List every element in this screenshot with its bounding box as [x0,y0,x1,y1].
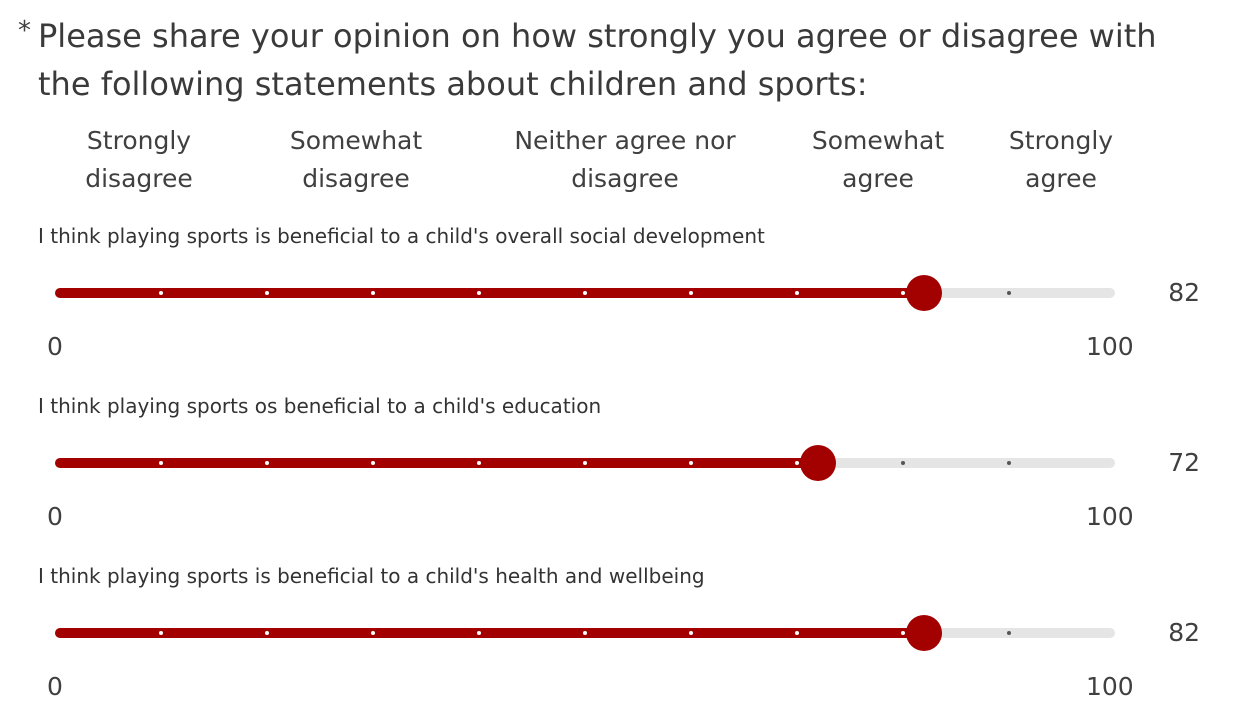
slider-tick [159,461,163,465]
statement-text: I think playing sports os beneficial to … [38,394,602,418]
slider-value: 82 [1168,618,1200,647]
required-marker: * [18,16,31,46]
slider-tick [159,291,163,295]
scale-label-strongly-agree: Strongly agree [1008,126,1114,193]
slider-track[interactable] [55,615,1115,651]
slider-value: 72 [1168,448,1200,477]
slider-tick [1007,291,1011,295]
slider-tick [901,291,905,295]
slider-max-label: 100 [1086,502,1134,531]
scale-label-strongly-disagree: Strongly disagree [85,126,193,193]
slider-tick [477,461,481,465]
statement-education: I think playing sports os beneficial to … [0,392,1248,542]
slider-fill [55,628,925,638]
slider-tick [583,631,587,635]
slider-tick [689,631,693,635]
slider-max-label: 100 [1086,672,1134,701]
slider-handle[interactable] [800,445,837,481]
slider-tick [1007,461,1011,465]
slider-value: 82 [1168,278,1200,307]
slider-tick [1007,631,1011,635]
slider-tick [689,461,693,465]
slider-min-label: 0 [47,332,63,361]
slider-tick [901,461,905,465]
slider-tick [795,461,799,465]
slider-min-label: 0 [47,672,63,701]
scale-label-somewhat-agree: Somewhat agree [811,126,945,193]
slider-handle[interactable] [906,275,943,311]
slider-tick [265,291,269,295]
slider-tick [583,291,587,295]
slider-fill [55,458,819,468]
slider-tick [477,291,481,295]
slider-track[interactable] [55,445,1115,481]
slider-tick [477,631,481,635]
slider-tick [265,631,269,635]
slider-max-label: 100 [1086,332,1134,361]
statement-text: I think playing sports is beneficial to … [38,224,765,248]
slider-tick [371,461,375,465]
statement-social-development: I think playing sports is beneficial to … [0,222,1248,372]
question-text: Please share your opinion on how strongl… [38,17,1157,103]
slider-tick [901,631,905,635]
statement-health-wellbeing: I think playing sports is beneficial to … [0,562,1248,712]
slider-tick [795,631,799,635]
slider-fill [55,288,925,298]
slider-tick [159,631,163,635]
scale-labels: Strongly disagree Somewhat disagree Neit… [0,122,1248,202]
slider-handle[interactable] [906,615,943,651]
slider-min-label: 0 [47,502,63,531]
slider-tick [795,291,799,295]
slider-tick [371,631,375,635]
scale-label-somewhat-disagree: Somewhat disagree [289,126,423,193]
statement-text: I think playing sports is beneficial to … [38,564,705,588]
slider-tick [265,461,269,465]
slider-track[interactable] [55,275,1115,311]
slider-tick [371,291,375,295]
slider-tick [689,291,693,295]
slider-tick [583,461,587,465]
scale-label-neutral: Neither agree nor disagree [514,126,736,193]
